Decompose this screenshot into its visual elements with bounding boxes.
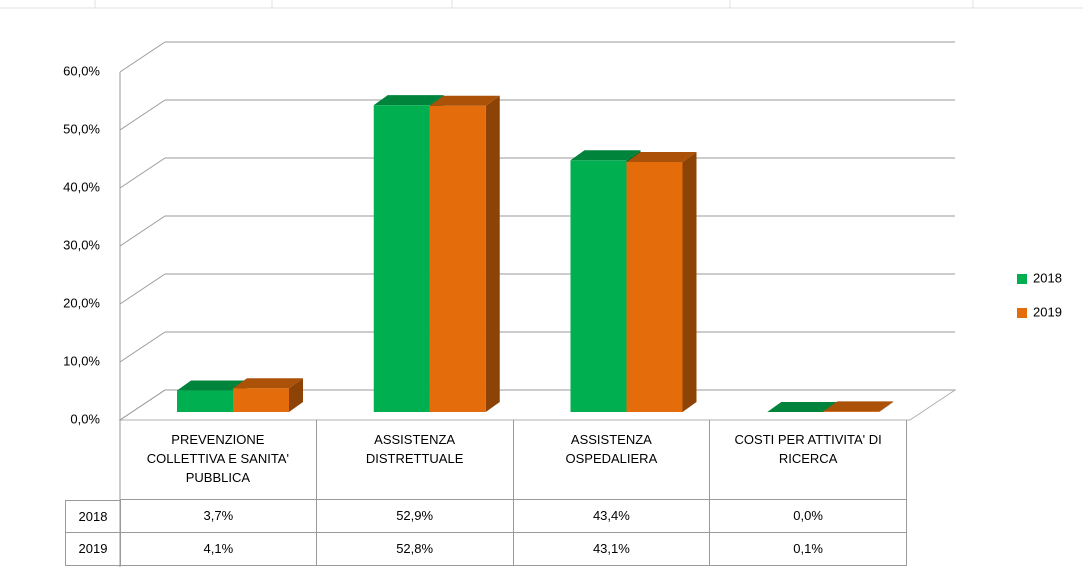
table-value: 43,1% [513, 533, 711, 566]
bar-side [879, 401, 894, 412]
y-tick-label: 0,0% [70, 411, 100, 426]
category-label: ASSISTENZA DISTRETTUALE [316, 420, 514, 500]
side-grid-line [119, 99, 166, 131]
y-tick-label: 50,0% [63, 121, 100, 136]
legend-swatch [1017, 308, 1027, 318]
bar [570, 160, 627, 412]
bar-top [429, 95, 500, 106]
bar-top [373, 95, 444, 106]
side-grid-line [119, 389, 166, 421]
bar-top [570, 150, 641, 161]
legend-label: 2018 [1033, 270, 1062, 285]
bar [823, 411, 880, 412]
y-tick-label: 10,0% [63, 353, 100, 368]
legend-label: 2019 [1033, 304, 1062, 319]
table-value: 3,7% [120, 500, 317, 533]
bar [233, 388, 289, 412]
y-tick-label: 20,0% [63, 295, 100, 310]
y-tick-label: 60,0% [63, 63, 100, 78]
table-value: 0,0% [710, 500, 907, 533]
bar-side [485, 95, 500, 412]
side-grid-line [119, 41, 166, 73]
table-value: 0,1% [710, 533, 907, 566]
bar [626, 162, 683, 412]
table-value: 52,8% [316, 533, 514, 566]
y-tick-label: 30,0% [63, 237, 100, 252]
category-label: COSTI PER ATTIVITA' DI RICERCA [710, 420, 907, 500]
category-label: ASSISTENZA OSPEDALIERA [513, 420, 711, 500]
category-label: PREVENZIONE COLLETTIVA E SANITA' PUBBLIC… [120, 420, 317, 500]
bar-top [767, 402, 838, 412]
table-value: 43,4% [513, 500, 711, 533]
bar-top [177, 380, 247, 391]
side-grid-line [119, 273, 166, 305]
bar [429, 105, 486, 412]
bar [177, 390, 233, 412]
bar [373, 105, 430, 413]
table-value: 4,1% [120, 533, 317, 566]
legend-swatch [1017, 274, 1027, 284]
bar-side [682, 152, 697, 412]
y-tick-label: 40,0% [63, 179, 100, 194]
side-grid-line [119, 157, 166, 189]
table-row-label: 2018 [65, 500, 120, 533]
bar-top [626, 152, 697, 163]
side-grid-line [119, 215, 166, 247]
bar-top [233, 378, 303, 389]
table-value: 52,9% [316, 500, 514, 533]
bar-side [289, 378, 303, 412]
bar-top [823, 401, 894, 412]
side-grid-line [119, 331, 166, 363]
table-row-label: 2019 [65, 533, 120, 566]
